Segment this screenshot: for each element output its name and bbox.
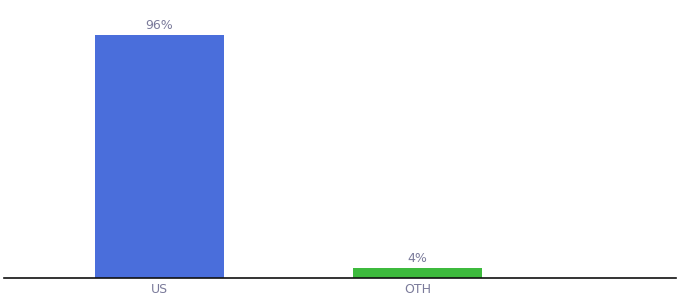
Text: 4%: 4%	[407, 252, 428, 265]
Bar	[353, 268, 482, 278]
Bar	[95, 34, 224, 278]
Text: 96%: 96%	[146, 19, 173, 32]
